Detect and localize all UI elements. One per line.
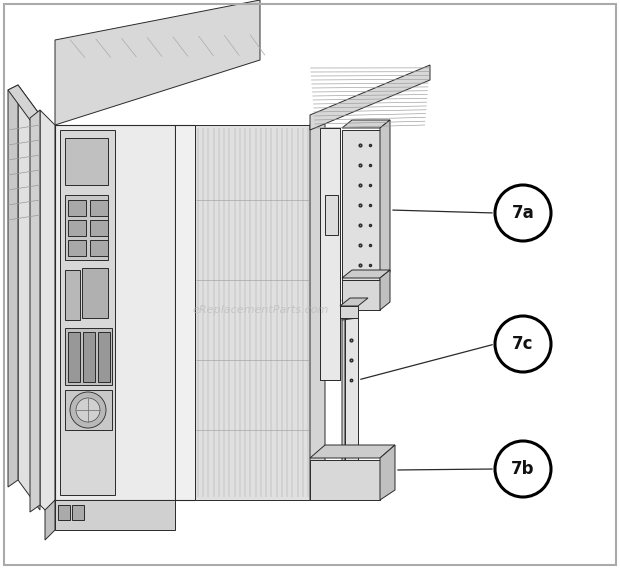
Polygon shape — [65, 270, 80, 320]
Text: eReplacementParts.com: eReplacementParts.com — [192, 305, 329, 315]
Polygon shape — [340, 298, 368, 306]
Polygon shape — [65, 138, 108, 185]
Polygon shape — [380, 120, 390, 280]
Polygon shape — [18, 85, 40, 510]
Polygon shape — [68, 200, 86, 216]
Polygon shape — [90, 240, 108, 256]
Polygon shape — [55, 125, 175, 500]
Polygon shape — [90, 200, 108, 216]
Polygon shape — [98, 332, 110, 382]
Polygon shape — [30, 110, 40, 512]
Polygon shape — [342, 280, 380, 310]
Polygon shape — [340, 306, 358, 318]
Polygon shape — [310, 65, 430, 130]
Polygon shape — [320, 128, 340, 380]
Polygon shape — [310, 445, 395, 458]
Text: 7b: 7b — [512, 460, 534, 478]
Polygon shape — [60, 130, 115, 495]
Polygon shape — [342, 130, 380, 280]
Circle shape — [495, 441, 551, 497]
Text: 7a: 7a — [512, 204, 534, 222]
Polygon shape — [8, 85, 18, 487]
Polygon shape — [342, 120, 390, 128]
Polygon shape — [195, 125, 310, 500]
Circle shape — [495, 316, 551, 372]
Polygon shape — [58, 505, 70, 520]
Circle shape — [70, 392, 106, 428]
Polygon shape — [310, 115, 325, 500]
Polygon shape — [380, 445, 395, 500]
Polygon shape — [82, 268, 108, 318]
Polygon shape — [342, 270, 390, 278]
Polygon shape — [380, 270, 390, 310]
Polygon shape — [310, 460, 380, 500]
Circle shape — [76, 398, 100, 422]
Polygon shape — [68, 240, 86, 256]
Polygon shape — [90, 220, 108, 236]
Polygon shape — [55, 0, 260, 125]
Circle shape — [495, 185, 551, 241]
Polygon shape — [65, 195, 108, 260]
Polygon shape — [55, 500, 175, 530]
Polygon shape — [40, 110, 55, 520]
Polygon shape — [65, 328, 112, 385]
Polygon shape — [83, 332, 95, 382]
Polygon shape — [68, 332, 80, 382]
Polygon shape — [65, 390, 112, 430]
Polygon shape — [45, 500, 55, 540]
Polygon shape — [342, 316, 358, 320]
Polygon shape — [68, 220, 86, 236]
Polygon shape — [325, 195, 338, 235]
Polygon shape — [8, 85, 40, 120]
Polygon shape — [72, 505, 84, 520]
Text: 7c: 7c — [512, 335, 534, 353]
Polygon shape — [342, 318, 345, 472]
Polygon shape — [175, 125, 195, 500]
Polygon shape — [345, 318, 358, 470]
